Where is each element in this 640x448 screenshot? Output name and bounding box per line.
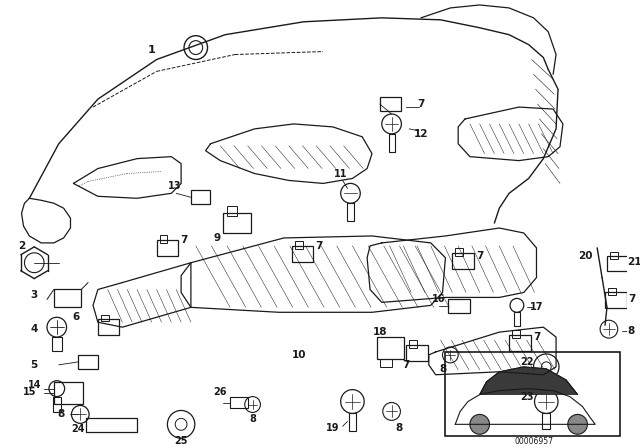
Text: 21: 21 [627,257,640,267]
Bar [159,235,168,243]
Text: 8: 8 [396,423,403,433]
Text: 7: 7 [180,235,188,245]
Text: 7: 7 [532,332,540,342]
Text: 8: 8 [249,414,256,424]
Text: 8: 8 [628,326,635,336]
Bar [52,337,61,351]
Bar [608,288,616,295]
Text: 22: 22 [520,357,534,367]
Circle shape [470,414,490,434]
Polygon shape [480,367,578,395]
Bar [514,312,520,326]
Text: 00006957: 00006957 [514,437,553,446]
Bar [388,134,394,152]
Bar [455,248,463,256]
Bar [86,418,137,432]
Bar [542,414,550,429]
Bar [227,206,237,216]
Bar [605,293,627,308]
Text: 14: 14 [28,379,41,390]
Bar [409,340,417,348]
Text: 7: 7 [403,360,410,370]
Bar [380,359,392,367]
Bar [54,382,83,404]
Bar [380,97,401,111]
Text: 7: 7 [316,241,323,251]
Text: 5: 5 [31,360,38,370]
Text: 3: 3 [31,290,38,301]
Bar [445,352,620,436]
Text: 11: 11 [334,168,348,178]
Text: 10: 10 [291,350,306,360]
Text: 9: 9 [214,233,221,243]
Bar [349,414,356,431]
Bar [509,335,531,351]
Text: 1: 1 [148,44,156,55]
Text: 8: 8 [439,364,446,374]
Circle shape [568,414,588,434]
Bar [347,203,355,221]
Text: 13: 13 [168,181,181,191]
Bar [157,240,178,256]
Text: 26: 26 [214,387,227,396]
Bar [294,241,303,249]
Text: 12: 12 [413,129,428,139]
Text: 20: 20 [578,251,593,261]
Text: 7: 7 [628,294,636,304]
Bar [449,299,470,313]
Text: 7: 7 [476,251,483,261]
Bar [292,246,313,262]
Bar [98,319,120,335]
Bar [452,253,474,269]
Bar [406,345,428,361]
Text: 19: 19 [326,423,340,433]
Bar [223,213,251,233]
Bar [53,396,61,413]
Bar [101,315,109,321]
Text: 24: 24 [72,424,85,434]
Bar [607,256,628,271]
Text: 4: 4 [31,324,38,334]
Text: 17: 17 [530,302,543,312]
Text: 8: 8 [57,409,65,419]
Bar [78,355,98,369]
Text: 7: 7 [417,99,425,109]
Text: 18: 18 [372,327,387,337]
Bar [191,190,211,204]
Text: 6: 6 [73,312,80,322]
Bar [54,289,81,307]
Text: 2: 2 [18,241,25,251]
Bar [377,337,404,359]
Text: 23: 23 [520,392,534,401]
Bar [230,396,248,409]
Text: 16: 16 [432,294,445,304]
Text: 25: 25 [174,436,188,446]
Bar [512,330,520,338]
Bar [610,252,618,259]
Text: 15: 15 [22,387,36,396]
